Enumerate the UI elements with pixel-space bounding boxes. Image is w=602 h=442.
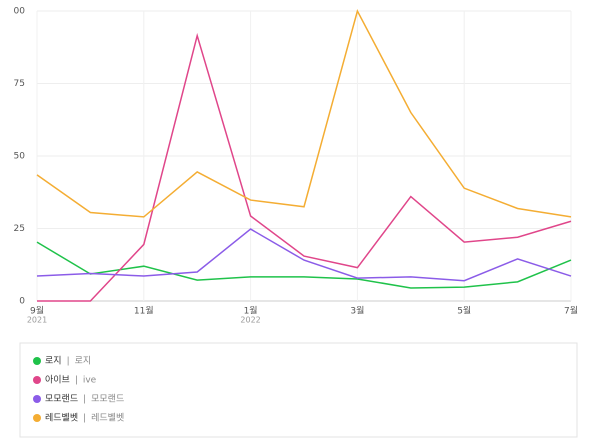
x-tick-label: 11월 xyxy=(134,305,154,317)
legend-keyword: 모모랜드 xyxy=(91,394,124,405)
legend-sep: | xyxy=(83,395,86,405)
legend-name: 아이브 xyxy=(45,375,70,386)
x-tick-year: 2022 xyxy=(240,316,260,325)
x-tick-label: 1월 xyxy=(244,305,258,317)
legend-sep: | xyxy=(75,376,78,386)
y-tick-label: 25 xyxy=(14,224,25,234)
legend-name: 모모랜드 xyxy=(45,394,78,405)
legend-dot xyxy=(33,376,41,384)
legend-name: 레드벨벳 xyxy=(45,413,78,424)
series-line xyxy=(36,241,572,289)
y-tick-label: 50 xyxy=(14,152,26,162)
legend-keyword: 레드벨벳 xyxy=(91,413,124,424)
y-tick-label: 75 xyxy=(14,79,25,89)
series-line xyxy=(36,8,572,218)
series-line xyxy=(37,32,572,302)
x-tick-year: 2021 xyxy=(27,316,47,325)
legend-dot xyxy=(33,395,41,403)
legend-dot xyxy=(33,414,41,422)
legend-keyword: 로지 xyxy=(75,356,92,367)
series-line xyxy=(36,228,572,282)
x-tick-label: 5월 xyxy=(457,305,471,317)
legend-sep: | xyxy=(83,414,86,424)
legend-keyword: ive xyxy=(83,376,97,386)
x-tick-label: 9월 xyxy=(30,305,44,317)
legend-dot xyxy=(33,357,41,365)
legend-name: 로지 xyxy=(45,356,62,367)
y-tick-label: 00 xyxy=(14,7,26,17)
legend-sep: | xyxy=(67,357,70,367)
x-tick-label: 3월 xyxy=(350,305,364,317)
y-tick-label: 0 xyxy=(19,297,25,307)
legend-box xyxy=(19,342,578,438)
x-tick-label: 7월 xyxy=(564,305,578,317)
